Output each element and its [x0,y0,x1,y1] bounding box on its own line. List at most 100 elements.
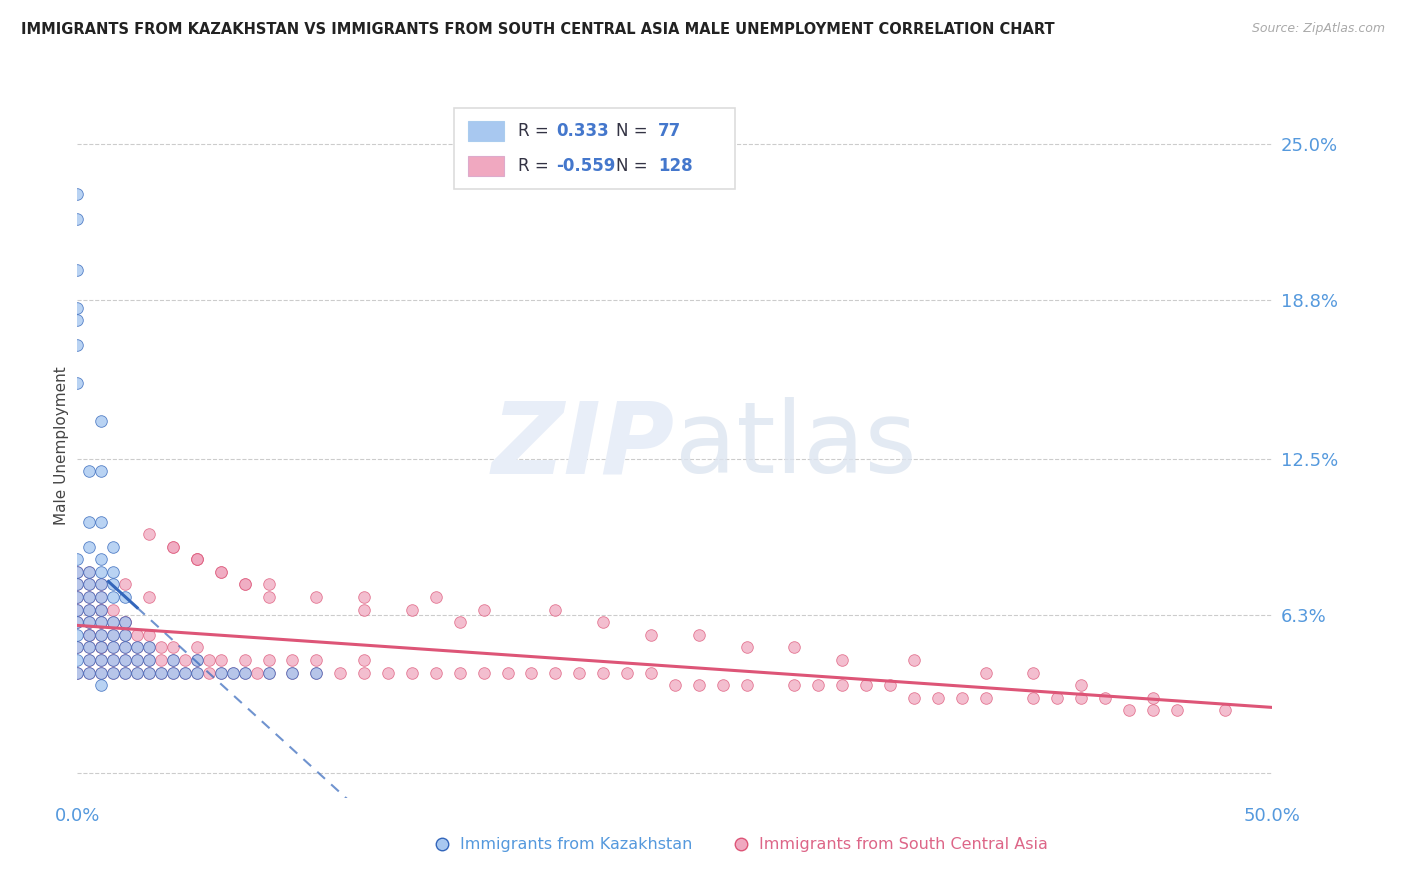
FancyBboxPatch shape [454,108,735,189]
Point [305,665,328,680]
Point [79,628,101,642]
Point [90,565,112,579]
Point [79,565,101,579]
Point [353,665,375,680]
Point [103,653,124,667]
Point [233,653,256,667]
Point [90,653,112,667]
Point [114,615,136,630]
Point [66,187,89,202]
Point [90,615,112,630]
Point [879,678,901,692]
Point [664,678,686,692]
Point [114,653,136,667]
Point [401,665,423,680]
Point [281,665,304,680]
Point [79,653,101,667]
Point [1046,690,1069,705]
Point [186,552,208,566]
Point [103,565,124,579]
Point [90,665,112,680]
Point [114,640,136,655]
Point [138,665,160,680]
Point [544,665,567,680]
Point [197,653,219,667]
Point [79,464,101,478]
Point [90,602,112,616]
Point [950,690,973,705]
Point [66,577,89,591]
Point [90,640,112,655]
Point [103,665,124,680]
Point [1118,703,1140,717]
Point [90,628,112,642]
Point [425,665,447,680]
Point [90,577,112,591]
Point [209,665,232,680]
Point [222,665,245,680]
Text: N =: N = [616,122,654,140]
Point [1094,690,1116,705]
Point [90,577,112,591]
Point [855,678,877,692]
Point [90,665,112,680]
Point [90,640,112,655]
Point [472,665,495,680]
Point [209,565,232,579]
Point [127,665,149,680]
Point [66,376,89,390]
Point [903,690,925,705]
Point [127,628,149,642]
Point [79,577,101,591]
Point [174,653,197,667]
Point [90,602,112,616]
Point [138,527,160,541]
Point [233,577,256,591]
Point [90,615,112,630]
Point [257,665,280,680]
Point [114,577,136,591]
Point [186,552,208,566]
Point [233,577,256,591]
Y-axis label: Male Unemployment: Male Unemployment [53,367,69,525]
Text: Source: ZipAtlas.com: Source: ZipAtlas.com [1251,22,1385,36]
Point [66,263,89,277]
Point [79,653,101,667]
Point [162,653,184,667]
Point [520,665,543,680]
Point [281,653,304,667]
Point [79,628,101,642]
Point [127,653,149,667]
Point [974,690,997,705]
Point [103,615,124,630]
Point [186,665,208,680]
Point [79,640,101,655]
Text: N =: N = [616,157,654,175]
Bar [468,121,503,141]
Point [186,552,208,566]
Point [640,665,662,680]
Text: 77: 77 [658,122,682,140]
Text: Immigrants from Kazakhstan: Immigrants from Kazakhstan [460,837,692,852]
Point [927,690,949,705]
Point [66,577,89,591]
Point [186,640,208,655]
Point [138,653,160,667]
Point [138,590,160,604]
Point [1070,690,1092,705]
Point [79,665,101,680]
Point [114,628,136,642]
Point [138,665,160,680]
Point [162,665,184,680]
Point [114,640,136,655]
Point [90,590,112,604]
Point [496,665,519,680]
Point [162,665,184,680]
Point [79,590,101,604]
Point [150,665,173,680]
Point [66,313,89,327]
Point [90,552,112,566]
Text: 128: 128 [658,157,693,175]
Point [281,665,304,680]
Point [79,577,101,591]
